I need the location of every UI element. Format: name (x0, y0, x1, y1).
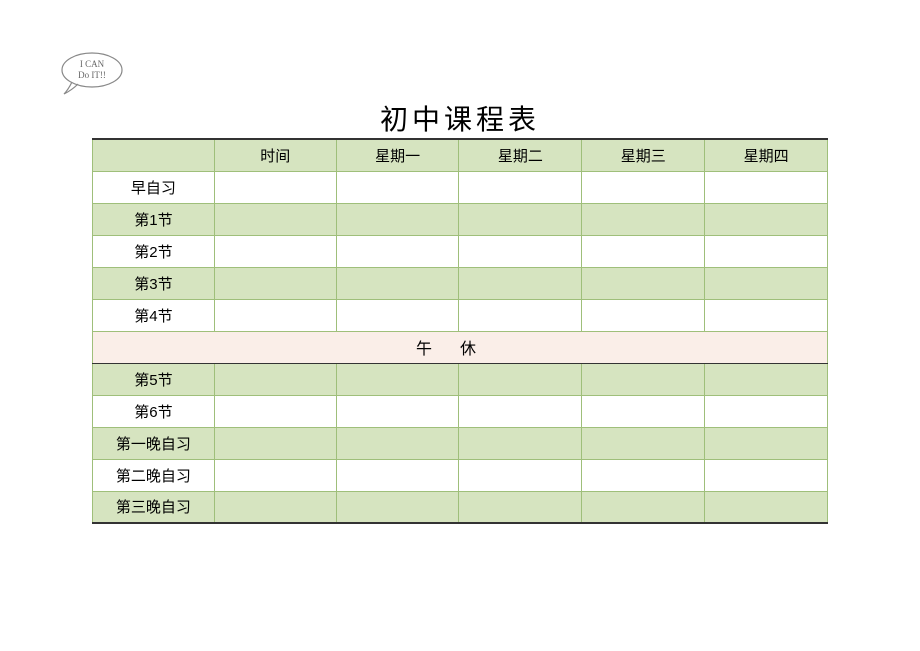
table-row: 第2节 (93, 235, 828, 267)
row-label: 第4节 (93, 299, 215, 331)
cell (459, 363, 582, 395)
cell (582, 203, 705, 235)
table-body: 早自习 第1节 第2节 第3节 第4节 午休 (93, 171, 828, 523)
cell (582, 363, 705, 395)
cell (336, 427, 459, 459)
cell (705, 363, 828, 395)
header-day-1: 星期一 (336, 139, 459, 171)
cell (214, 171, 336, 203)
cell (582, 235, 705, 267)
cell (582, 427, 705, 459)
cell (214, 427, 336, 459)
row-label: 第5节 (93, 363, 215, 395)
cell (214, 395, 336, 427)
header-row: 时间 星期一 星期二 星期三 星期四 (93, 139, 828, 171)
cell (336, 363, 459, 395)
table-row: 第三晚自习 (93, 491, 828, 523)
cell (336, 203, 459, 235)
table-row: 第一晚自习 (93, 427, 828, 459)
cell (705, 427, 828, 459)
cell (705, 171, 828, 203)
header-time: 时间 (214, 139, 336, 171)
cell (705, 459, 828, 491)
cell (705, 235, 828, 267)
cell (214, 203, 336, 235)
cell (705, 267, 828, 299)
row-label: 早自习 (93, 171, 215, 203)
cell (459, 491, 582, 523)
cell (214, 491, 336, 523)
table-row: 第6节 (93, 395, 828, 427)
table-row: 早自习 (93, 171, 828, 203)
header-day-3: 星期三 (582, 139, 705, 171)
cell (582, 171, 705, 203)
cell (459, 235, 582, 267)
header-day-4: 星期四 (705, 139, 828, 171)
cell (214, 363, 336, 395)
cell (336, 267, 459, 299)
cell (336, 491, 459, 523)
cell (459, 267, 582, 299)
header-blank (93, 139, 215, 171)
cell (336, 395, 459, 427)
timetable-container: 时间 星期一 星期二 星期三 星期四 早自习 第1节 第2节 第3节 (92, 138, 828, 524)
cell (459, 203, 582, 235)
cell (214, 299, 336, 331)
cell (459, 459, 582, 491)
cell (582, 491, 705, 523)
row-label: 第3节 (93, 267, 215, 299)
cell (336, 299, 459, 331)
row-label: 第一晚自习 (93, 427, 215, 459)
cell (705, 299, 828, 331)
row-label: 第1节 (93, 203, 215, 235)
cell (582, 267, 705, 299)
bubble-text-top: I CAN (80, 59, 105, 69)
table-row: 第1节 (93, 203, 828, 235)
cell (336, 235, 459, 267)
cell (336, 171, 459, 203)
lunch-break-label: 午休 (93, 331, 828, 363)
cell (459, 395, 582, 427)
cell (459, 171, 582, 203)
timetable: 时间 星期一 星期二 星期三 星期四 早自习 第1节 第2节 第3节 (92, 138, 828, 524)
cell (582, 395, 705, 427)
row-label: 第6节 (93, 395, 215, 427)
cell (705, 395, 828, 427)
lunch-break-row: 午休 (93, 331, 828, 363)
header-day-2: 星期二 (459, 139, 582, 171)
table-row: 第3节 (93, 267, 828, 299)
cell (214, 235, 336, 267)
cell (459, 427, 582, 459)
row-label: 第三晚自习 (93, 491, 215, 523)
cell (705, 491, 828, 523)
cell (705, 203, 828, 235)
table-row: 第二晚自习 (93, 459, 828, 491)
speech-bubble: I CAN Do IT!! (58, 50, 130, 98)
cell (582, 299, 705, 331)
page-title: 初中课程表 (0, 98, 920, 138)
table-row: 第4节 (93, 299, 828, 331)
bubble-text-bottom: Do IT!! (78, 70, 106, 80)
cell (582, 459, 705, 491)
cell (459, 299, 582, 331)
table-row: 第5节 (93, 363, 828, 395)
cell (336, 459, 459, 491)
row-label: 第2节 (93, 235, 215, 267)
row-label: 第二晚自习 (93, 459, 215, 491)
cell (214, 267, 336, 299)
cell (214, 459, 336, 491)
